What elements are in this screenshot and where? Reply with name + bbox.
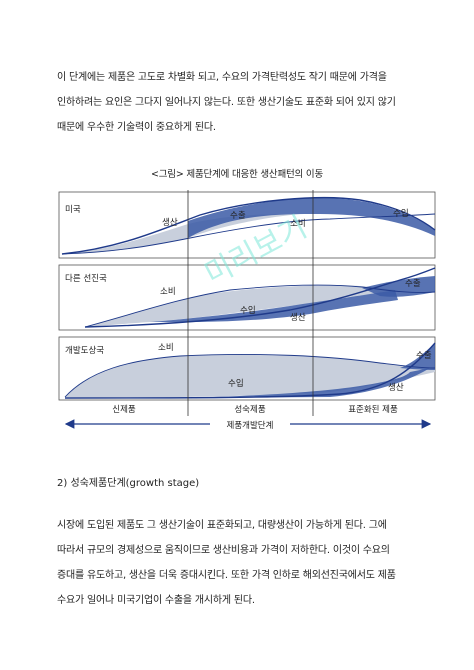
text-line: 인하하려는 요인은 그다지 일어나지 않는다. 또한 생산기술도 표준화 되어 … — [57, 97, 396, 108]
panel-developing: 개발도상국 소비 수입 생산 수출 — [58, 336, 436, 401]
axis-label: 제품개발단계 — [227, 420, 274, 431]
panel-usa: 미국 생산 수출 소비 수입 — [58, 191, 436, 259]
curve-label: 생산 — [388, 382, 404, 393]
text-line: 수요가 일어나 미국기업이 수출을 개시하게 된다. — [57, 595, 255, 606]
text-line: 따라서 규모의 경제성으로 움직이므로 생산비용과 가격이 저하한다. 이것이 … — [57, 545, 390, 556]
stage-label: 신제품 — [112, 405, 136, 415]
area-blue — [188, 198, 435, 238]
axis-label-bg — [210, 417, 290, 431]
area-gray — [62, 214, 300, 254]
curve-label: 생산 — [162, 217, 178, 228]
text-line: 증대를 유도하고, 생산을 더욱 증대시킨다. 또한 가격 인하로 해외선진국에… — [57, 570, 396, 581]
production-curve — [64, 342, 436, 399]
consumption-curve — [64, 353, 436, 398]
consumption-curve — [61, 213, 436, 255]
panel-label: 개발도상국 — [65, 345, 104, 356]
curve-label: 수입 — [228, 379, 244, 389]
stage-label: 표준화된 제품 — [348, 404, 398, 415]
curve-label: 소비 — [290, 219, 306, 229]
text-line: 시장에 도입된 제품도 그 생산기술이 표준화되고, 대량생산이 가능하게 된다… — [57, 520, 387, 531]
curve-label: 수입 — [393, 209, 409, 219]
text-line: 이 단계에는 제품은 고도로 차별화 되고, 수요의 가격탄력성도 작기 때문에… — [57, 72, 387, 83]
area-blue — [150, 290, 398, 323]
production-curve — [61, 197, 436, 255]
curve-label: 수출 — [230, 210, 246, 221]
area-blue — [362, 276, 435, 297]
panel-other-developed: 다른 선진국 소비 수입 생산 수출 — [58, 264, 436, 331]
production-curve — [84, 267, 436, 328]
area-gray — [65, 354, 435, 398]
curve-label: 생산 — [290, 312, 306, 323]
curve-label: 수입 — [240, 306, 256, 316]
curve-label: 수출 — [416, 350, 432, 361]
curve-label: 소비 — [160, 287, 176, 297]
curve-label: 수출 — [405, 278, 421, 289]
text-line: 때문에 우수한 기술력이 중요하게 된다. — [57, 122, 216, 133]
section-heading: 2) 성숙제품단계(growth stage) — [57, 478, 200, 489]
area-blue — [180, 368, 430, 398]
stage-label: 성숙제품 — [234, 405, 265, 415]
panel-label: 다른 선진국 — [65, 273, 107, 284]
consumption-curve — [84, 284, 436, 328]
figure-caption: <그림> 제품단계에 대응한 생산패턴의 이동 — [151, 169, 323, 180]
area-gray — [85, 285, 395, 327]
curve-label: 소비 — [158, 343, 174, 353]
area-blue — [400, 343, 435, 370]
panel-label: 미국 — [65, 205, 81, 215]
